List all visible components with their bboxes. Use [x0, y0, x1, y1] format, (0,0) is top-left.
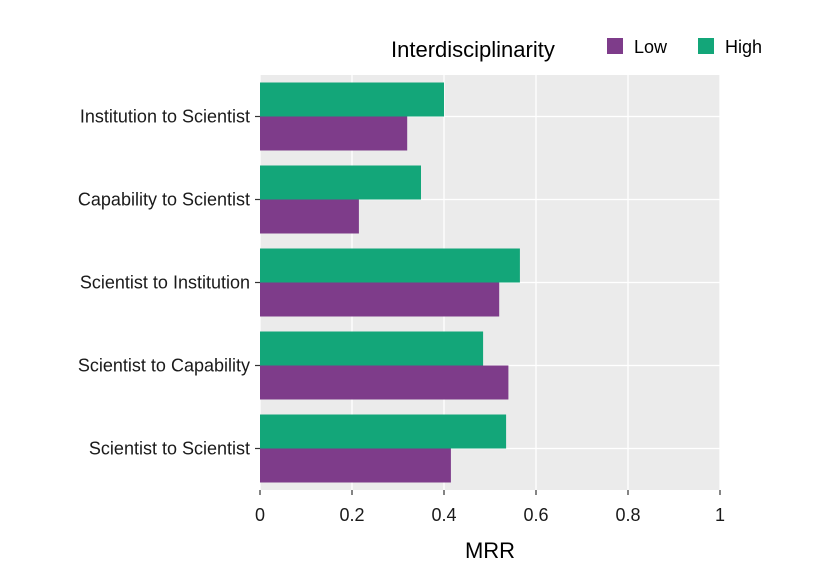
y-tick-label-3: Scientist to Capability	[78, 356, 250, 376]
legend-label-high: High	[725, 37, 762, 57]
y-tick-label-0: Institution to Scientist	[80, 107, 250, 127]
legend-swatch-high	[698, 38, 714, 54]
x-tick-label-1: 0.2	[339, 505, 364, 525]
legend: Interdisciplinarity Low High	[391, 37, 762, 62]
bar-high-0	[260, 82, 444, 117]
y-tick-label-4: Scientist to Scientist	[89, 439, 250, 459]
bar-low-3	[260, 365, 509, 400]
bar-high-1	[260, 165, 421, 200]
bar-low-2	[260, 282, 500, 317]
bar-high-2	[260, 248, 520, 283]
y-tick-label-1: Capability to Scientist	[78, 190, 250, 210]
bar-low-4	[260, 448, 451, 483]
x-axis: 0 0.2 0.4 0.6 0.8 1	[255, 490, 725, 525]
x-tick-label-0: 0	[255, 505, 265, 525]
x-tick-label-5: 1	[715, 505, 725, 525]
bar-low-0	[260, 116, 408, 151]
x-tick-label-4: 0.8	[615, 505, 640, 525]
bar-low-1	[260, 199, 359, 234]
legend-swatch-low	[607, 38, 623, 54]
x-tick-label-3: 0.6	[523, 505, 548, 525]
bar-high-4	[260, 414, 507, 449]
x-axis-title: MRR	[465, 538, 515, 563]
legend-label-low: Low	[634, 37, 668, 57]
bars-layer	[260, 82, 520, 483]
y-tick-label-2: Scientist to Institution	[80, 273, 250, 293]
bar-high-3	[260, 331, 484, 366]
legend-title: Interdisciplinarity	[391, 37, 555, 62]
x-tick-label-2: 0.4	[431, 505, 456, 525]
y-axis: Institution to Scientist Capability to Sc…	[78, 107, 260, 459]
